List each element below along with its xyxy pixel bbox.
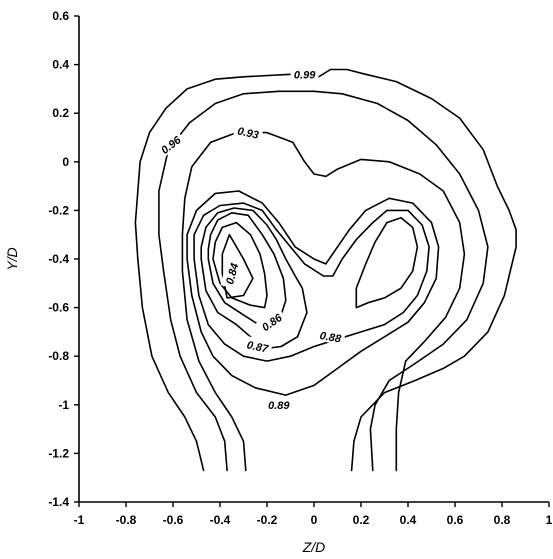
contour-line-0.96 [158, 90, 489, 472]
contour-line-0.89 [186, 190, 440, 396]
x-tick-label: -0.8 [116, 513, 137, 527]
x-tick-label: -0.6 [163, 513, 184, 527]
x-tick-label: 0 [311, 513, 318, 527]
y-tick-label: -0.4 [48, 252, 69, 266]
y-tick-label: 0 [62, 155, 69, 169]
contours-layer [134, 68, 517, 472]
contour-line-0.93 [181, 131, 466, 472]
x-tick-label: 0.4 [400, 513, 417, 527]
contour-line-0.87 [355, 216, 419, 309]
contour-labels-layer: 0.990.960.930.890.880.870.860.84 [154, 66, 346, 412]
contour-label-group: 0.87 [242, 335, 273, 356]
y-tick-label: -1.2 [48, 446, 69, 460]
contour-label: 0.93 [236, 125, 259, 141]
contour-label-background [315, 326, 346, 346]
y-tick-label: -0.6 [48, 301, 69, 315]
contour-label: 0.84 [224, 262, 241, 286]
contour-line-0.88 [193, 202, 430, 362]
x-tick-label: -1 [74, 513, 85, 527]
y-tick-label: -0.8 [48, 349, 69, 363]
contour-label: 0.87 [246, 339, 270, 355]
y-tick-label: -1.4 [48, 495, 69, 509]
contour-label-background [242, 335, 273, 356]
contour-line-0.99 [134, 68, 517, 472]
x-axis-title: Z/D [302, 539, 326, 555]
contour-line-0.84 [221, 233, 254, 299]
contour-label-background [255, 307, 287, 336]
contour-label-background [264, 396, 293, 411]
y-tick-label: 0.2 [52, 106, 69, 120]
contour-label-group: 0.99 [290, 66, 319, 81]
x-tick-label: 0.6 [447, 513, 464, 527]
y-tick-label: -0.2 [48, 203, 69, 217]
contour-label-group: 0.93 [233, 121, 264, 142]
contour-line-0.87 [200, 207, 308, 350]
x-tick-label: -0.4 [210, 513, 231, 527]
ticks-layer: -1 -0.8 -0.6 -0.4 -0.2 0 0.2 0.4 0.6 0.8 1 -1.4 -1.2… [48, 9, 552, 527]
contour-label-background [290, 66, 319, 81]
contour-label: 0.88 [319, 330, 343, 346]
x-tick-label: 0.2 [353, 513, 370, 527]
contour-label: 0.99 [294, 69, 316, 81]
contour-label: 0.89 [268, 400, 290, 412]
contour-label-background [233, 121, 264, 142]
contour-label-group: 0.89 [264, 396, 293, 412]
x-tick-label: -0.2 [257, 513, 278, 527]
y-tick-label: -1 [58, 398, 69, 412]
y-tick-label: 0.4 [52, 58, 69, 72]
x-tick-label: 1 [546, 513, 553, 527]
y-tick-label: 0.6 [52, 9, 69, 23]
contour-line-0.86 [207, 212, 287, 328]
y-axis-title: Y/D [4, 247, 20, 270]
x-tick-label: 0.8 [494, 513, 511, 527]
contour-label-background [154, 129, 186, 159]
contour-label-group: 0.88 [315, 326, 346, 346]
